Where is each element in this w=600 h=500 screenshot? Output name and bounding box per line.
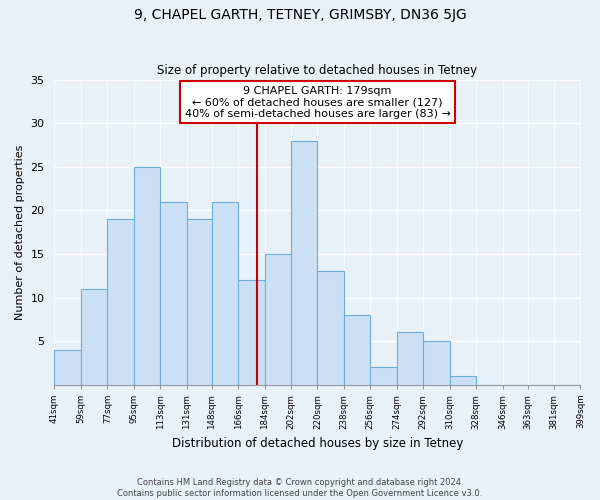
Bar [81, 289, 107, 385]
Bar [317, 272, 344, 385]
Bar [187, 219, 212, 385]
Bar [134, 167, 160, 385]
Bar [55, 350, 81, 385]
Bar [344, 315, 370, 385]
Y-axis label: Number of detached properties: Number of detached properties [15, 144, 25, 320]
Bar [450, 376, 476, 385]
X-axis label: Distribution of detached houses by size in Tetney: Distribution of detached houses by size … [172, 437, 463, 450]
Bar [265, 254, 291, 385]
Bar [238, 280, 265, 385]
Title: Size of property relative to detached houses in Tetney: Size of property relative to detached ho… [157, 64, 478, 77]
Bar [370, 368, 397, 385]
Text: 9, CHAPEL GARTH, TETNEY, GRIMSBY, DN36 5JG: 9, CHAPEL GARTH, TETNEY, GRIMSBY, DN36 5… [134, 8, 466, 22]
Bar [397, 332, 423, 385]
Bar [107, 219, 134, 385]
Bar [291, 140, 317, 385]
Text: Contains HM Land Registry data © Crown copyright and database right 2024.
Contai: Contains HM Land Registry data © Crown c… [118, 478, 482, 498]
Bar [423, 341, 450, 385]
Text: 9 CHAPEL GARTH: 179sqm
← 60% of detached houses are smaller (127)
40% of semi-de: 9 CHAPEL GARTH: 179sqm ← 60% of detached… [185, 86, 451, 119]
Bar [212, 202, 238, 385]
Bar [160, 202, 187, 385]
